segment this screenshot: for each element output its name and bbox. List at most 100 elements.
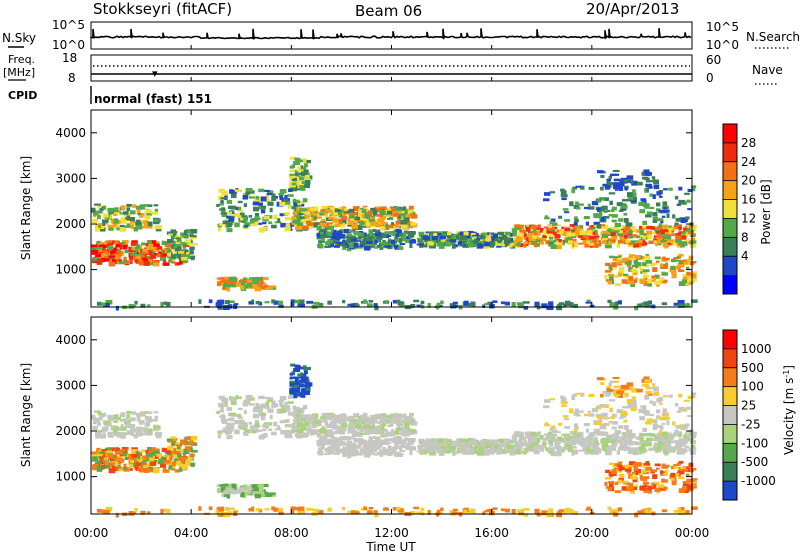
power-cell: [686, 228, 690, 232]
velocity-cell: [658, 441, 663, 445]
power-cell: [126, 204, 131, 207]
velocity-cell: [679, 433, 682, 437]
velocity-cell: [672, 481, 677, 486]
velocity-cell: [609, 408, 613, 412]
power-cell: [622, 225, 625, 227]
velocity-cell: [468, 450, 474, 455]
velocity-cell: [678, 407, 685, 412]
power-cell: [635, 255, 641, 259]
power-cell: [246, 188, 253, 192]
power-cell: [400, 243, 406, 245]
power-cell: [656, 202, 660, 206]
velocity-cell: [226, 435, 232, 439]
velocity-cell: [421, 508, 425, 511]
power-cell: [350, 218, 354, 220]
power-cell: [277, 218, 280, 222]
velocity-cell: [569, 440, 575, 444]
velocity-cell: [623, 442, 627, 445]
power-cell: [264, 285, 268, 287]
velocity-cell: [440, 443, 446, 446]
power-cell: [131, 247, 135, 251]
velocity-cell: [601, 438, 607, 441]
power-cell: [674, 303, 679, 306]
velocity-cell: [108, 417, 113, 420]
power-cell: [218, 228, 221, 231]
velocity-cell: [116, 448, 120, 452]
power-cell: [662, 225, 668, 230]
power-cell: [326, 210, 332, 212]
power-cell: [524, 241, 528, 244]
velocity-cell: [652, 438, 656, 441]
velocity-cell: [243, 424, 248, 428]
velocity-cell: [402, 414, 405, 417]
power-cell: [468, 243, 474, 248]
velocity-cell: [538, 445, 543, 447]
velocity-cell: [109, 462, 115, 464]
power-cell: [285, 226, 291, 231]
power-cell: [531, 225, 538, 228]
power-cell: [667, 228, 673, 230]
power-cell: [545, 215, 548, 218]
velocity-cell: [423, 443, 430, 447]
velocity-cell: [595, 421, 601, 426]
power-cell: [250, 219, 255, 224]
power-cell: [384, 245, 391, 247]
velocity-cell: [505, 509, 510, 513]
power-cell: [234, 222, 239, 227]
velocity-cell: [661, 447, 667, 449]
velocity-cell: [313, 429, 319, 432]
power-cell: [609, 256, 615, 259]
power-cell: [689, 256, 693, 261]
power-cell: [280, 213, 284, 216]
power-cell: [619, 267, 624, 271]
power-cell: [440, 301, 443, 305]
velocity-cell: [485, 445, 491, 448]
power-cell: [440, 236, 446, 239]
power-cell: [92, 219, 97, 223]
power-cell: [379, 211, 385, 215]
velocity-cell: [121, 424, 124, 428]
velocity-cell: [116, 451, 120, 454]
power-cell: [638, 202, 645, 206]
velocity-cell: [230, 413, 236, 416]
power-cell: [626, 222, 633, 226]
noise-left-tick-top: 10^5: [52, 18, 85, 32]
velocity-cell: [655, 434, 661, 436]
velocity-cell: [294, 365, 299, 368]
velocity-cell: [612, 421, 618, 425]
velocity-cell: [678, 394, 682, 398]
power-cell: [297, 203, 301, 205]
power-cell: [485, 238, 491, 241]
velocity-cell: [664, 451, 668, 455]
power-cell: [656, 261, 660, 263]
power-cell: [687, 208, 691, 210]
power-cell: [400, 221, 407, 224]
velocity-cell: [320, 416, 325, 419]
power-cell: [492, 300, 497, 303]
velocity-cell: [167, 451, 171, 455]
velocity-cell: [609, 383, 613, 386]
power-cell: [585, 235, 589, 240]
power-cell: [174, 251, 177, 254]
velocity-cell: [613, 377, 620, 379]
velocity-cell: [410, 429, 416, 432]
power-cell: [132, 204, 136, 208]
power-cell: [636, 243, 639, 247]
velocity-cell: [126, 411, 131, 414]
velocity-cell: [600, 382, 604, 385]
power-cell: [687, 278, 692, 282]
power-y-axis-label: Slant Range [km]: [19, 156, 33, 260]
power-cell: [155, 225, 162, 229]
power-cell: [652, 226, 655, 230]
velocity-cell: [129, 464, 133, 468]
velocity-cell: [653, 401, 656, 406]
velocity-cell: [319, 450, 323, 454]
power-cell: [653, 220, 657, 223]
power-cell: [218, 300, 224, 305]
power-cell: [628, 276, 633, 281]
velocity-cell: [364, 453, 369, 457]
power-cell: [127, 215, 130, 220]
velocity-cell: [626, 433, 630, 435]
power-cell: [655, 227, 661, 229]
